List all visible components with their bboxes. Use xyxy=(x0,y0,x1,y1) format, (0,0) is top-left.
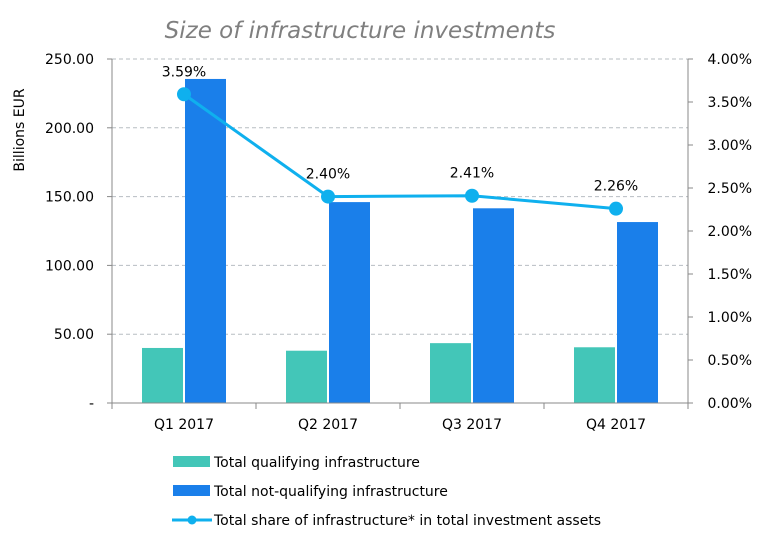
y2-tick-label: 1.00% xyxy=(708,310,752,326)
data-label: 2.26% xyxy=(594,179,638,195)
bar-not-qualifying xyxy=(617,222,658,403)
y-axis-label: Billions EUR xyxy=(12,88,28,171)
share-line xyxy=(183,93,617,211)
legend-label: Total share of infrastructure* in total … xyxy=(213,513,601,529)
y-tick-label: - xyxy=(89,396,94,412)
x-tick-label: Q4 2017 xyxy=(586,417,646,433)
y-tick-label: 150.00 xyxy=(45,190,94,206)
bar-qualifying xyxy=(286,350,327,403)
x-tick-label: Q1 2017 xyxy=(154,417,214,433)
bar-not-qualifying xyxy=(329,202,370,403)
share-point xyxy=(465,188,479,203)
legend-swatch xyxy=(173,485,210,496)
bar-not-qualifying xyxy=(185,78,226,404)
legend-swatch xyxy=(173,456,210,467)
y-tick-label: 100.00 xyxy=(45,258,94,274)
x-tick-label: Q2 2017 xyxy=(298,417,358,433)
y2-tick-label: 0.50% xyxy=(708,353,752,369)
bar-qualifying xyxy=(430,343,471,403)
y2-tick-label: 1.50% xyxy=(708,267,752,283)
legend-label: Total not-qualifying infrastructure xyxy=(213,484,448,500)
data-label: 2.41% xyxy=(450,166,494,182)
bar-qualifying xyxy=(574,347,615,403)
y2-tick-label: 2.00% xyxy=(708,224,752,240)
y2-tick-label: 4.00% xyxy=(708,52,752,68)
y2-tick-label: 0.00% xyxy=(708,396,752,412)
chart-title: Size of infrastructure investments xyxy=(165,18,556,44)
legend-marker xyxy=(187,515,197,525)
y2-tick-label: 3.50% xyxy=(708,95,752,111)
data-label: 3.59% xyxy=(162,64,206,80)
y2-tick-label: 2.50% xyxy=(708,181,752,197)
bar-not-qualifying xyxy=(473,208,514,403)
share-point xyxy=(321,189,335,204)
legend-label: Total qualifying infrastructure xyxy=(213,455,420,471)
y-tick-label: 200.00 xyxy=(45,121,94,137)
share-point xyxy=(609,201,623,216)
data-label: 2.40% xyxy=(306,167,350,183)
y-tick-label: 250.00 xyxy=(45,52,94,68)
y-tick-label: 50.00 xyxy=(54,327,94,343)
bar-qualifying xyxy=(142,347,183,403)
share-point xyxy=(177,87,191,102)
y2-tick-label: 3.00% xyxy=(708,138,752,154)
x-tick-label: Q3 2017 xyxy=(442,417,502,433)
